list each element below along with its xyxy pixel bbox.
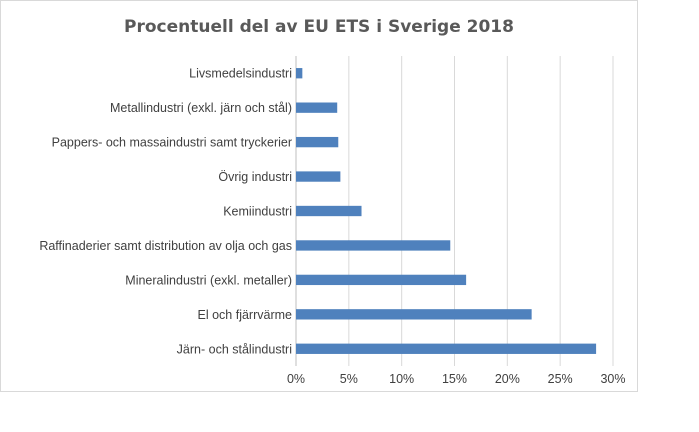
bar xyxy=(296,240,451,251)
category-label: Järn- och stålindustri xyxy=(177,342,292,356)
category-label: Övrig industri xyxy=(218,170,292,184)
category-label: Raffinaderier samt distribution av olja … xyxy=(39,239,292,253)
gridlines xyxy=(295,56,614,366)
bar-chart: Procentuell del av EU ETS i Sverige 2018… xyxy=(39,17,626,386)
category-label: Kemiindustri xyxy=(223,205,292,219)
bar xyxy=(296,171,341,182)
category-label: Livsmedelsindustri xyxy=(189,67,292,81)
x-tick-label: 20% xyxy=(495,372,520,386)
x-tick-label: 30% xyxy=(600,372,625,386)
x-tick-label: 0% xyxy=(287,372,305,386)
bar xyxy=(296,102,338,113)
category-label: Mineralindustri (exkl. metaller) xyxy=(125,273,292,287)
category-label: Pappers- och massaindustri samt tryckeri… xyxy=(52,136,292,150)
x-tick-label: 25% xyxy=(548,372,573,386)
bar xyxy=(296,136,339,148)
chart-title: Procentuell del av EU ETS i Sverige 2018 xyxy=(124,17,514,37)
x-axis-tick-labels: 0% 5% 10% 15% 20% 25% 30% xyxy=(287,372,626,386)
category-label: El och fjärrvärme xyxy=(198,308,293,322)
bar xyxy=(296,343,597,354)
category-labels: Livsmedelsindustri Metallindustri (exkl. … xyxy=(39,67,292,357)
bars xyxy=(296,68,597,354)
x-tick-label: 10% xyxy=(389,372,414,386)
bar xyxy=(296,309,532,320)
chart-frame: Procentuell del av EU ETS i Sverige 2018… xyxy=(0,0,638,392)
bar xyxy=(296,68,303,79)
x-tick-label: 15% xyxy=(442,372,467,386)
x-tick-label: 5% xyxy=(340,372,358,386)
bar xyxy=(296,205,362,217)
bar xyxy=(296,274,467,286)
category-label: Metallindustri (exkl. järn och stål) xyxy=(110,101,292,115)
